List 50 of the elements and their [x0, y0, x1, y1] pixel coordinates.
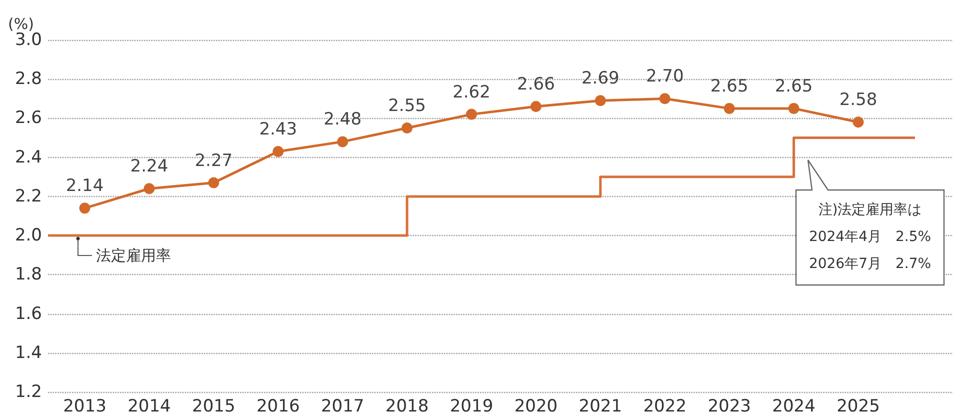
- x-tick-label: 2017: [320, 396, 364, 416]
- y-tick-label: 1.2: [14, 382, 42, 402]
- point: [337, 136, 348, 148]
- y-tick-label: 2.4: [14, 147, 42, 168]
- point: [144, 183, 155, 194]
- x-tick-label: 2022: [643, 396, 687, 416]
- point: [659, 93, 670, 104]
- series-label: 法定雇用率: [96, 246, 171, 265]
- point: [788, 102, 800, 114]
- x-tick-label: 2023: [708, 396, 751, 416]
- data-label: 2.58: [839, 90, 878, 110]
- x-tick-label: 2020: [514, 396, 558, 416]
- data-label: 2.65: [774, 76, 813, 96]
- data-label: 2.69: [581, 68, 620, 89]
- y-tick-label: 2.6: [14, 108, 42, 128]
- x-tick-label: 2021: [578, 396, 622, 416]
- data-label: 2.70: [646, 66, 684, 87]
- point: [594, 95, 606, 106]
- x-tick-label: 2024: [772, 396, 816, 416]
- data-label: 2.43: [259, 119, 298, 140]
- point: [466, 108, 477, 120]
- x-tick-label: 2025: [836, 396, 880, 416]
- x-tick-label: 2019: [450, 396, 494, 416]
- point: [402, 122, 413, 134]
- point: [530, 100, 542, 112]
- data-label: 2.65: [710, 76, 748, 96]
- annotation: 注)法定雇用率は 2024年4月 2.5% 2026年7月 2.7%: [808, 202, 932, 272]
- point: [724, 102, 735, 114]
- point: [208, 177, 220, 188]
- x-tick-label: 2018: [385, 396, 429, 416]
- data-label: 2.27: [194, 150, 233, 171]
- point: [852, 116, 864, 128]
- x-tick-label: 2013: [63, 396, 106, 416]
- y-tick-label: 1.8: [14, 264, 42, 285]
- data-label: 2.66: [517, 74, 555, 94]
- y-tick-label: 2.2: [14, 186, 42, 206]
- y-tick-label: 2.8: [14, 69, 42, 90]
- point: [79, 202, 90, 214]
- data-label: 2.55: [388, 96, 426, 116]
- data-label: 2.48: [324, 110, 362, 130]
- y-tick-label: 1.6: [14, 304, 42, 324]
- data-label: 2.14: [66, 176, 104, 196]
- y-tick-label: 1.4: [14, 342, 42, 363]
- data-label: 2.62: [452, 82, 490, 102]
- data-label: 2.24: [130, 156, 168, 177]
- x-tick-label: 2015: [192, 396, 236, 416]
- x-tick-label: 2014: [128, 396, 171, 416]
- point: [272, 146, 284, 157]
- y-tick-label: 2.0: [14, 226, 42, 246]
- x-tick-label: 2016: [256, 396, 300, 416]
